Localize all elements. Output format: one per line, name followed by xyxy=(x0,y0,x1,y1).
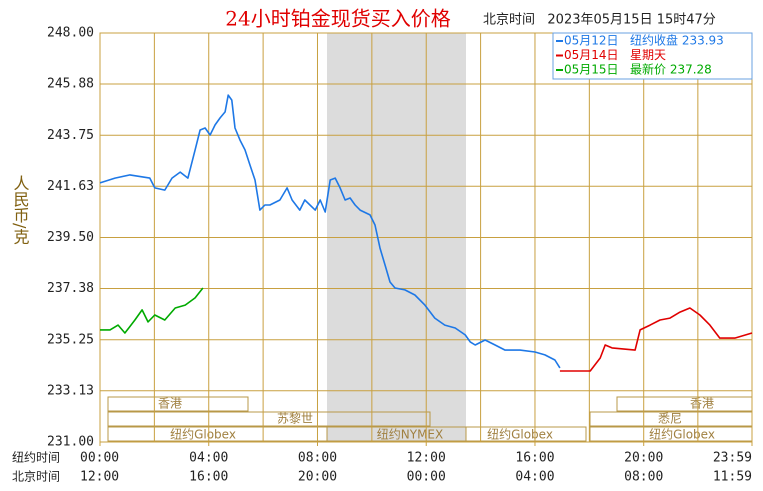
session-label: 香港 xyxy=(690,397,714,411)
plot-frame xyxy=(99,32,753,443)
series-line xyxy=(100,287,204,334)
y-tick-label: 248.00 xyxy=(47,26,94,41)
y-tick-label: 233.13 xyxy=(47,383,94,398)
x-tick-label: 16:00 xyxy=(515,451,554,466)
x2-axis-label: 北京时间 xyxy=(12,470,60,484)
x-axis-label: 纽约时间 xyxy=(12,450,60,465)
series-line xyxy=(99,94,561,369)
y-tick-label: 231.00 xyxy=(47,435,94,450)
legend-note: 纽约收盘 233.93 xyxy=(630,33,724,48)
session-box xyxy=(107,411,431,427)
x-tick-label: 04:00 xyxy=(189,451,228,466)
sessions: 香港 苏黎世 纽约Globex 纽约NYMEX 纽约Globex 香港 悉尼 纽… xyxy=(107,396,753,442)
x2-tick-label: 20:00 xyxy=(298,470,337,485)
y-tick-label: 237.38 xyxy=(47,281,94,296)
x-tick-label: 00:00 xyxy=(80,451,119,466)
session-label: 香港 xyxy=(158,397,182,411)
legend-box xyxy=(552,32,753,80)
y-tick-label: 245.88 xyxy=(47,77,94,92)
legend-note: 星期天 xyxy=(630,48,666,62)
y-tick-label: 235.25 xyxy=(47,332,94,347)
y-tick-label: 239.50 xyxy=(47,230,94,245)
y-axis-label: 人民币/克 xyxy=(11,175,30,245)
x2-tick-label: 12:00 xyxy=(80,470,119,485)
session-label: 纽约Globex xyxy=(170,427,236,442)
session-box xyxy=(107,396,249,412)
session-label: 苏黎世 xyxy=(277,412,313,426)
x-tick-label: 12:00 xyxy=(407,451,446,466)
session-box xyxy=(616,396,753,412)
session-label: 悉尼 xyxy=(658,412,682,426)
legend-note: 最新价 237.28 xyxy=(630,62,712,77)
x2-tick-label: 04:00 xyxy=(515,470,554,485)
y-tick-label: 241.63 xyxy=(47,179,94,194)
chart-subtitle: 北京时间 2023年05月15日 15时47分 xyxy=(483,13,716,28)
x-tick-label: 20:00 xyxy=(624,451,663,466)
x-tick-label: 08:00 xyxy=(298,451,337,466)
x2-tick-label: 08:00 xyxy=(624,470,663,485)
y-tick-label: 243.75 xyxy=(47,128,94,143)
legend-label: 05月15日 xyxy=(564,63,619,77)
session-label: 纽约Globex xyxy=(649,427,715,442)
x2-tick-label: 11:59 xyxy=(713,470,752,485)
session-box xyxy=(465,426,587,442)
session-label: 纽约Globex xyxy=(487,427,553,442)
x2-tick-label: 00:00 xyxy=(407,470,446,485)
legend-label: 05月12日 xyxy=(564,34,619,48)
x2-tick-label: 16:00 xyxy=(189,470,228,485)
session-label: 纽约NYMEX xyxy=(377,427,443,442)
x-tick-label: 23:59 xyxy=(713,451,752,466)
legend-label: 05月14日 xyxy=(564,48,619,62)
chart-title: 24小时铂金现货买入价格 xyxy=(225,7,450,31)
series-line xyxy=(559,307,753,372)
